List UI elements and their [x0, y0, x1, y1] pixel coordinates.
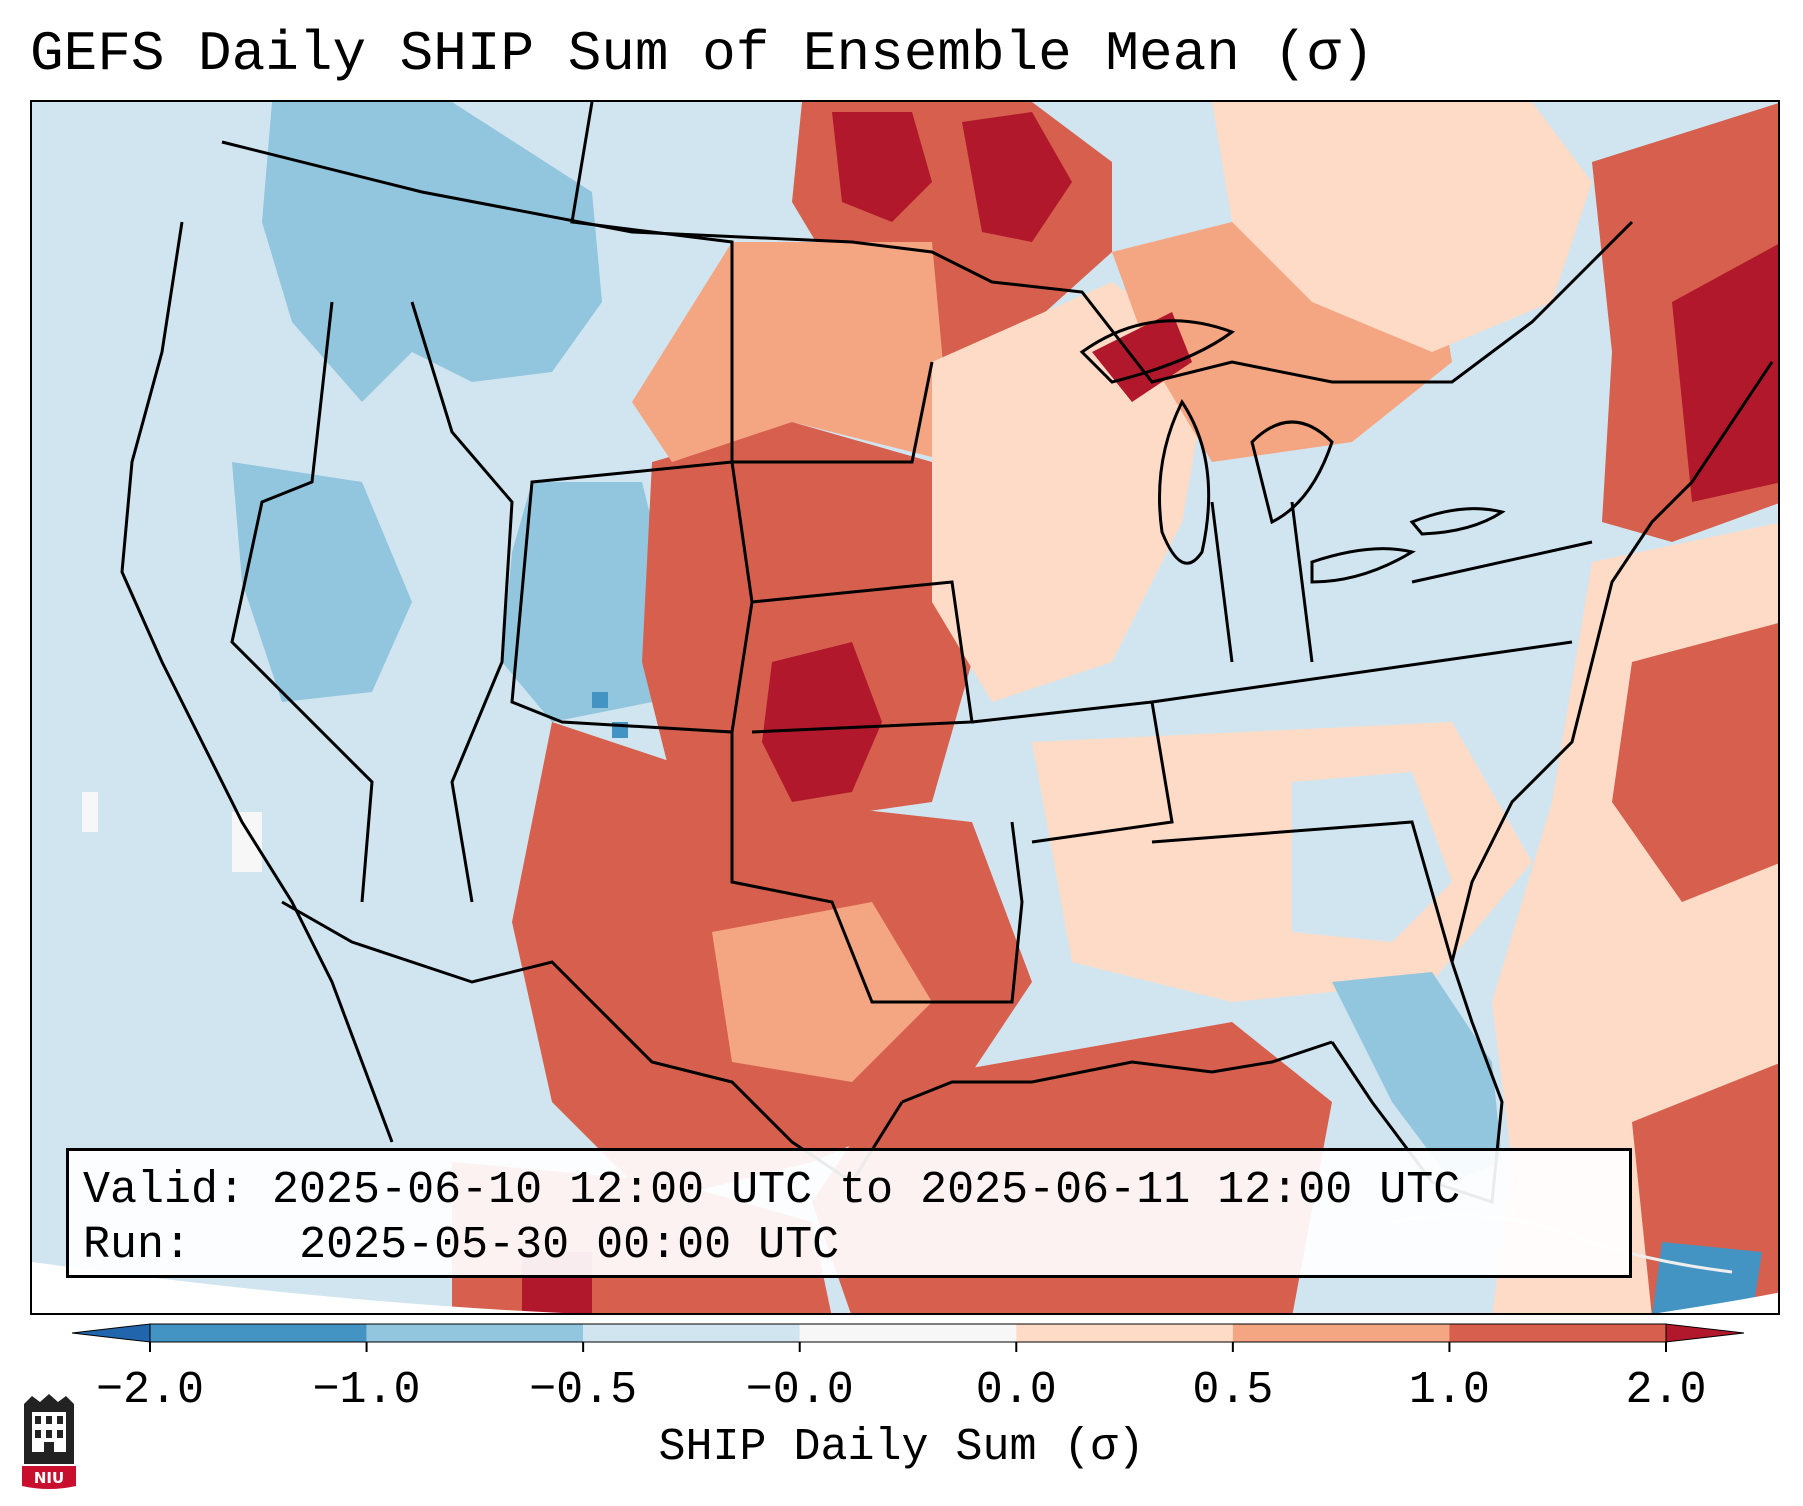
state-line-2	[410, 301, 514, 903]
state-line-1	[230, 301, 374, 903]
field-region-colorado-plateau	[502, 482, 672, 722]
colorbar-segment	[366, 1324, 584, 1342]
west-coast	[120, 221, 394, 1143]
east-coast	[1450, 361, 1774, 963]
colorbar-segment	[150, 1324, 367, 1342]
lake-michigan	[1158, 399, 1211, 565]
colorbar-tick-label: −1.0	[313, 1365, 421, 1416]
colorbar-tick-label: 1.0	[1409, 1365, 1490, 1416]
field-region-central-plains-edge	[632, 242, 952, 462]
map-title: GEFS Daily SHIP Sum of Ensemble Mean (σ)	[30, 22, 1375, 86]
colorbar-tick-label: 2.0	[1625, 1365, 1706, 1416]
field-region-northern-plains-core	[832, 112, 932, 222]
run-value: 2025-05-30 00:00 UTC	[299, 1220, 840, 1271]
state-line-6	[751, 580, 974, 734]
colorbar-under-triangle	[71, 1323, 151, 1343]
state-line-10	[1151, 820, 1454, 963]
valid-value: 2025-06-10 12:00 UTC to 2025-06-11 12:00…	[272, 1165, 1461, 1216]
logo-text: NIU	[34, 1469, 64, 1487]
state-line-5	[732, 361, 934, 464]
colorbar-segment	[799, 1324, 1017, 1342]
colorbar-tick-label: 0.0	[976, 1365, 1057, 1416]
projection-outside-right	[1658, 1292, 1778, 1313]
field-region-northeast-core	[1672, 244, 1778, 502]
colorbar-segment	[1449, 1324, 1666, 1342]
state-line-11	[1210, 501, 1234, 663]
field-region-texas-inner	[712, 902, 932, 1082]
colorbar-segment	[1016, 1324, 1233, 1342]
lake-ontario	[1409, 507, 1506, 536]
colorbar-tick-label: −0.5	[529, 1365, 637, 1416]
field-region-florida	[1332, 972, 1502, 1182]
colorbar-tick-label: −2.0	[96, 1365, 204, 1416]
colorbar-frame	[149, 1323, 1667, 1343]
projection-outside	[32, 1262, 564, 1313]
colorbar-tick-label: 0.5	[1192, 1365, 1273, 1416]
map-canvas	[32, 102, 1778, 1313]
field-cell-deep-blue-2	[592, 692, 608, 708]
valid-label: Valid:	[83, 1165, 246, 1216]
borders	[120, 102, 1774, 1274]
state-line-12	[1290, 501, 1314, 663]
colorbar-over-triangle	[1665, 1323, 1745, 1343]
colorbar-segment	[583, 1324, 800, 1342]
lake-erie	[1310, 547, 1416, 584]
field-cell-white-2	[232, 812, 262, 872]
colorbar-tick-label: −0.0	[746, 1365, 854, 1416]
field-region-atlantic-band	[1612, 623, 1778, 902]
state-line-4	[570, 102, 734, 462]
map-panel	[30, 100, 1780, 1315]
valid-run-box: Valid: 2025-06-10 12:00 UTC to 2025-06-1…	[66, 1148, 1632, 1278]
colorbar-segments	[71, 1323, 1745, 1343]
field-region-cuba-blue	[1652, 1242, 1762, 1313]
colorbar-ticks: −2.0 −1.0 −0.5 −0.0 0.0 0.5 1.0 2.0	[96, 1342, 1707, 1416]
field-region-central-plains	[642, 422, 972, 822]
state-line-8	[971, 700, 1174, 844]
field-region-ontario	[1212, 102, 1592, 352]
colorbar-segment	[1232, 1324, 1450, 1342]
field-region-ohio-valley	[1192, 462, 1592, 742]
lake-superior	[1079, 319, 1236, 384]
field-cell-white	[82, 792, 98, 832]
anomaly-field	[32, 102, 1778, 1313]
state-line-7	[730, 732, 1024, 1004]
colorbar-label: SHIP Daily Sum (σ)	[658, 1422, 1145, 1473]
lake-huron	[1250, 420, 1334, 525]
field-region-great-basin	[232, 462, 412, 702]
niu-logo: NIU	[22, 1394, 76, 1489]
field-region-central-plains-core	[762, 642, 882, 802]
field-region-southeast	[1032, 722, 1532, 1002]
colorbar: −2.0 −1.0 −0.5 −0.0 0.0 0.5 1.0 2.0	[71, 1323, 1745, 1416]
gulf-coast	[901, 1040, 1333, 1104]
field-region-northern-rockies	[262, 102, 602, 402]
state-line-9	[1151, 640, 1573, 704]
state-line-13	[1411, 540, 1593, 584]
field-region-georgia	[1292, 772, 1452, 942]
run-label: Run:	[83, 1220, 192, 1271]
field-region-northern-plains-core-2	[962, 112, 1072, 242]
